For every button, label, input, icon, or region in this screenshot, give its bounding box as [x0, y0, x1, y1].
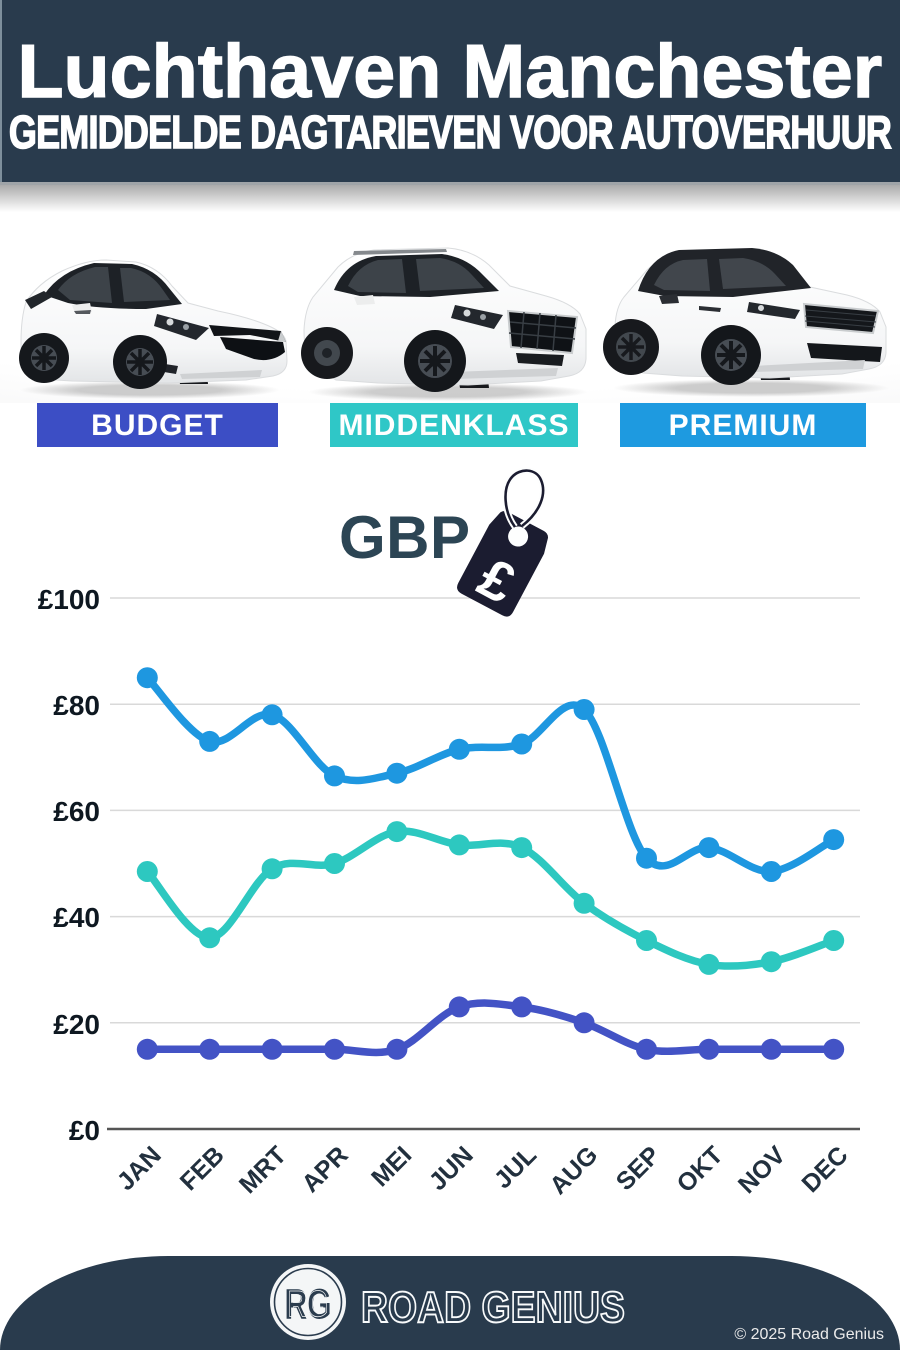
svg-text:RG: RG	[285, 1281, 332, 1329]
svg-text:RG: RG	[288, 1283, 328, 1324]
svg-text:ROAD GENIUS: ROAD GENIUS	[361, 1283, 625, 1332]
